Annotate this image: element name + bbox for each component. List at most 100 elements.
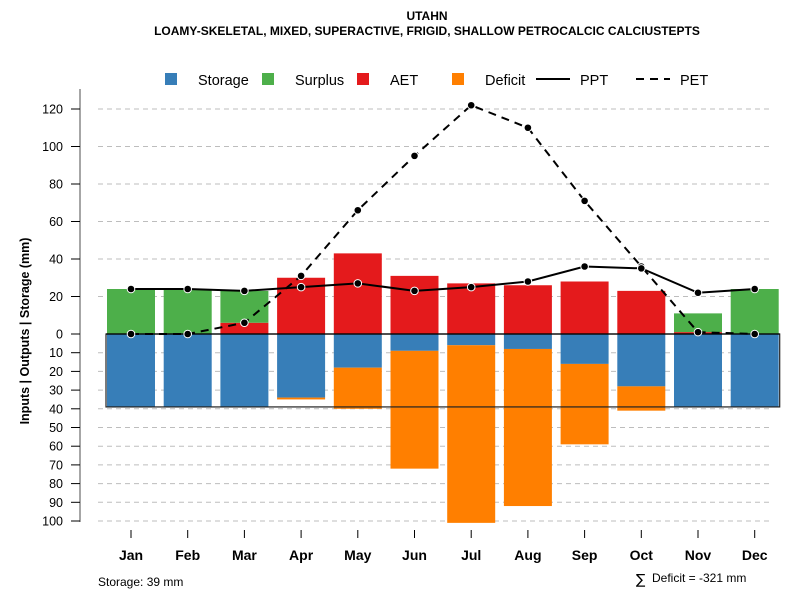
legend-label: Storage: [198, 73, 249, 89]
surplus-bar: [674, 313, 722, 333]
storage-bar: [447, 334, 496, 346]
ppt-point: [637, 264, 646, 273]
storage-bar: [730, 334, 779, 407]
y-tick-label: 40: [49, 253, 63, 267]
legend-item-storage: Storage: [165, 73, 249, 89]
legend-label: PPT: [580, 73, 608, 89]
legend-label: PET: [680, 73, 708, 89]
x-tick-label: Sep: [572, 547, 598, 563]
lines: [126, 100, 760, 339]
pet-point: [466, 100, 476, 110]
storage-bar: [107, 334, 155, 407]
pet-point: [750, 329, 760, 339]
y-tick-label: 20: [49, 365, 63, 379]
y-tick-label: 30: [49, 384, 63, 398]
ppt-point: [523, 277, 533, 286]
deficit-bar: [560, 363, 609, 445]
legend: Storage Surplus AET Deficit PPT PET: [165, 73, 708, 89]
aet-bar: [560, 281, 609, 334]
y-tick-label: 40: [49, 402, 63, 416]
deficit-annotation: Deficit = -321 mm: [652, 571, 746, 585]
ppt-point: [183, 284, 192, 294]
legend-label: Surplus: [295, 73, 344, 89]
y-tick-label: 100: [42, 515, 63, 529]
pet-point: [296, 271, 306, 281]
x-tick-label: Nov: [685, 547, 712, 563]
y-tick-label: 80: [49, 477, 63, 491]
x-tick-label: Oct: [630, 547, 654, 563]
ppt-point: [126, 284, 136, 294]
ppt-point: [353, 279, 363, 288]
deficit-bar: [277, 397, 326, 400]
pet-line: [131, 104, 755, 335]
chart-subtitle: LOAMY-SKELETAL, MIXED, SUPERACTIVE, FRIG…: [154, 24, 700, 38]
y-tick-label: 90: [49, 496, 63, 510]
pet-point: [523, 123, 533, 133]
legend-label: AET: [390, 73, 418, 89]
legend-swatch: [262, 73, 274, 85]
x-tick-label: Feb: [175, 547, 200, 563]
y-tick-label: 60: [49, 440, 63, 454]
y-tick-label: 60: [49, 215, 63, 229]
ppt-line: [131, 265, 755, 294]
ppt-point: [410, 286, 419, 296]
storage-bar: [163, 334, 212, 407]
x-tick-label: Jun: [402, 547, 427, 563]
x-tick-label: Jul: [461, 547, 481, 563]
x-tick-label: May: [344, 547, 371, 563]
ppt-point: [580, 262, 589, 271]
y-tick-label: 80: [49, 178, 63, 192]
y-tick-label: 0: [56, 328, 63, 342]
legend-swatch: [452, 73, 464, 85]
pet-point: [693, 327, 703, 337]
y-tick-label: 20: [49, 290, 63, 304]
storage-bar: [617, 334, 666, 387]
ppt-point: [750, 284, 760, 294]
storage-bar: [390, 334, 439, 351]
legend-item-deficit: Deficit: [452, 73, 525, 89]
y-tick-label: 70: [49, 458, 63, 472]
storage-bar: [277, 334, 326, 398]
y-tick-label: 120: [42, 103, 63, 117]
ppt-point: [296, 282, 306, 292]
pet-point: [580, 196, 589, 206]
y-tick-label: 10: [49, 346, 63, 360]
aet-bar: [503, 285, 552, 334]
storage-bar: [560, 334, 609, 364]
y-tick-label: 50: [49, 421, 63, 435]
pet-point: [240, 318, 249, 328]
y-tick-label: 100: [42, 140, 63, 154]
pet-point: [126, 329, 136, 339]
legend-item-surplus: Surplus: [262, 73, 344, 89]
pet-point: [353, 205, 363, 215]
bars: [107, 253, 779, 523]
surplus-bar: [107, 289, 155, 334]
x-tick-label: Dec: [742, 547, 768, 563]
pet-point: [183, 329, 192, 339]
deficit-bar: [390, 350, 439, 469]
storage-capacity-frame: [105, 333, 781, 408]
aet-bar: [390, 275, 439, 334]
x-tick-label: Mar: [232, 547, 257, 563]
legend-label: Deficit: [485, 73, 525, 89]
storage-bar: [503, 334, 552, 349]
y-axis-title: Inputs | Outputs | Storage (mm): [18, 238, 32, 425]
x-tick-label: Apr: [289, 547, 314, 563]
chart-title: UTAHN: [406, 9, 447, 23]
aet-bar: [220, 322, 269, 334]
storage-bar: [220, 334, 269, 407]
y-axis: 0 20 40 60 80 100 120 10 20 30 40 50 60 70 80 90 100: [42, 89, 81, 529]
storage-annotation: Storage: 39 mm: [98, 575, 183, 589]
legend-swatch: [357, 73, 369, 85]
deficit-bar: [333, 367, 382, 409]
surplus-bar: [163, 289, 212, 334]
x-tick-label: Aug: [514, 547, 541, 563]
storage-bar: [333, 334, 382, 368]
deficit-bar: [503, 348, 552, 507]
aet-bar: [617, 290, 666, 334]
surplus-bar: [220, 290, 269, 323]
ppt-point: [693, 288, 703, 298]
surplus-bar: [730, 289, 779, 334]
storage-bar: [674, 334, 722, 407]
